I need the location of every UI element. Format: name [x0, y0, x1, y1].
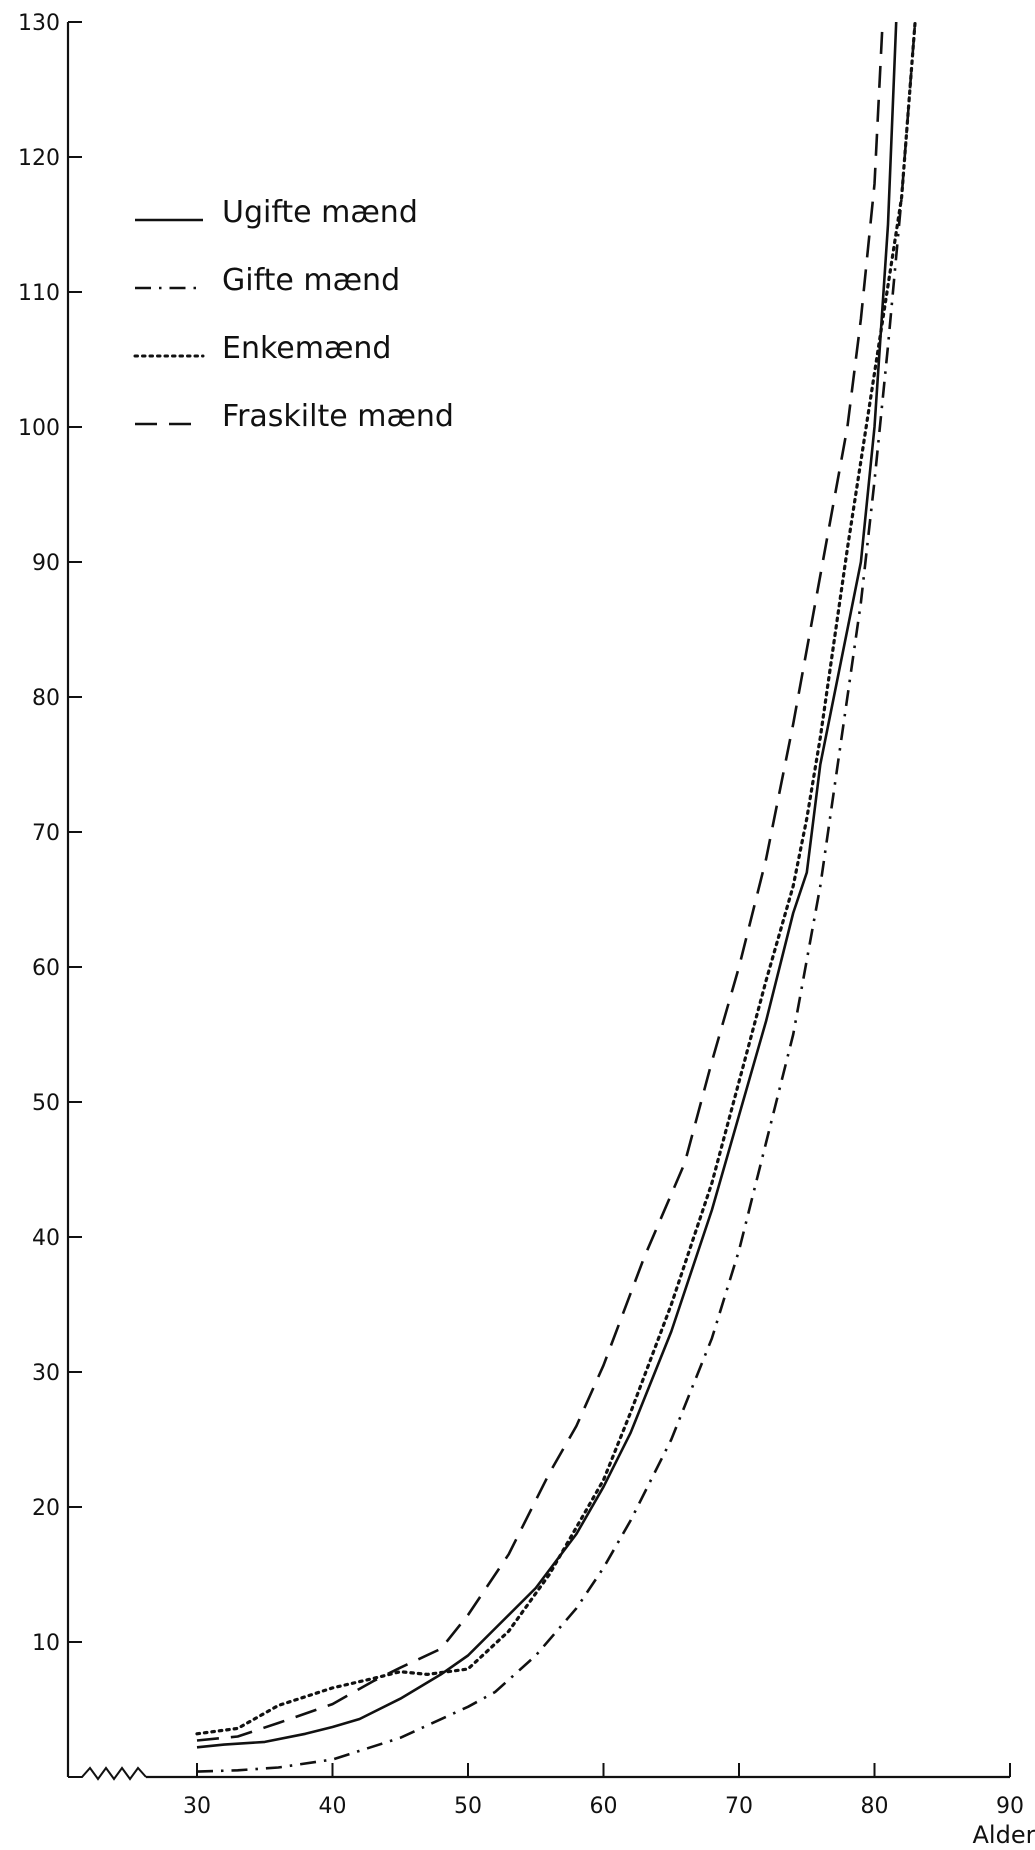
x-tick-label: 40 [319, 1794, 347, 1819]
y-tick-label: 130 [18, 11, 60, 36]
series-line-2 [196, 21, 917, 1773]
legend-label-1: Ugifte mænd [222, 195, 418, 230]
series-line-1 [196, 21, 898, 1749]
x-axis-title: Alder [973, 1821, 1035, 1849]
y-tick-label: 90 [32, 551, 60, 576]
series-group [195, 20, 917, 1773]
axis-break-mark [68, 1766, 147, 1781]
y-tick-label: 30 [32, 1361, 60, 1386]
y-tick-label: 50 [32, 1091, 60, 1116]
x-tick-label: 30 [183, 1794, 211, 1819]
legend-label-4: Fraskilte mænd [222, 399, 454, 434]
series-line-4 [196, 21, 884, 1742]
x-tick-label: 70 [725, 1794, 753, 1819]
y-tick-label: 80 [32, 686, 60, 711]
x-axis: 30 40 50 60 70 80 90 [68, 1763, 1024, 1819]
y-tick-label: 20 [32, 1496, 60, 1521]
y-tick-label: 70 [32, 821, 60, 846]
y-tick-label: 10 [32, 1631, 60, 1656]
x-tick-label: 80 [861, 1794, 889, 1819]
legend-label-3: Enkemænd [222, 331, 391, 366]
series-line-3 [195, 20, 917, 1736]
legend-label-2: Gifte mænd [222, 263, 400, 298]
x-tick-label: 50 [454, 1794, 482, 1819]
y-axis: 10 20 30 40 50 60 70 80 90 100 110 120 130 [18, 11, 82, 1777]
y-tick-label: 100 [18, 416, 60, 441]
legend: Ugifte mænd Gifte mænd Enkemænd Fraskilte m… [133, 195, 454, 434]
x-tick-label: 90 [996, 1794, 1024, 1819]
y-tick-label: 110 [18, 281, 60, 306]
y-tick-label: 60 [32, 956, 60, 981]
y-tick-label: 40 [32, 1226, 60, 1251]
y-tick-label: 120 [18, 146, 60, 171]
x-tick-label: 60 [590, 1794, 618, 1819]
